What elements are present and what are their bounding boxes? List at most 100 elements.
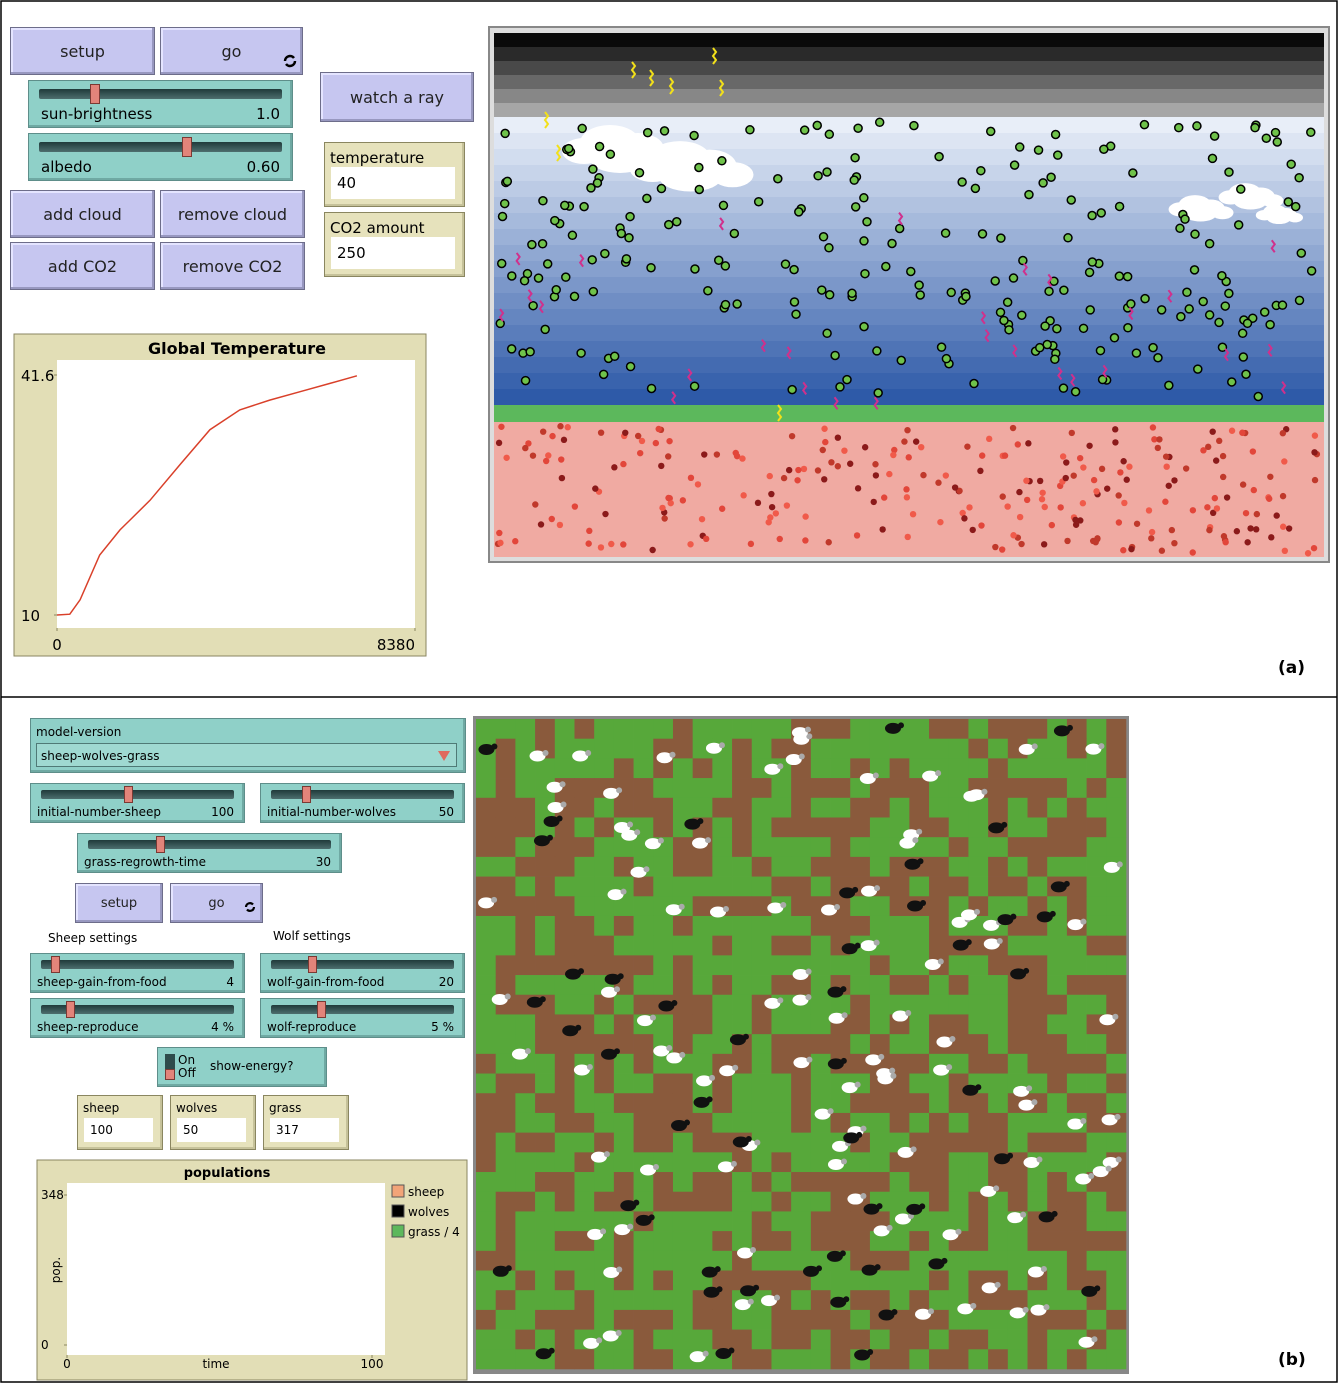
patch xyxy=(1028,837,1048,857)
sheep-head xyxy=(723,906,729,912)
patch xyxy=(1028,1192,1048,1212)
heat-dot xyxy=(855,485,861,491)
heat-dot xyxy=(964,443,970,449)
patch xyxy=(555,1349,575,1369)
slider-thumb[interactable] xyxy=(302,786,311,803)
patch xyxy=(515,837,535,857)
patch xyxy=(1087,1093,1107,1113)
patch xyxy=(1067,1152,1087,1172)
wolf-head xyxy=(1067,725,1073,731)
co2-molecule xyxy=(1080,324,1088,332)
co2-molecule xyxy=(942,355,950,363)
patch xyxy=(752,1251,772,1271)
patch xyxy=(1008,719,1028,739)
patch xyxy=(1106,739,1126,759)
co2-molecule xyxy=(823,329,831,337)
world-view xyxy=(489,27,1329,562)
patch xyxy=(929,857,949,877)
patch xyxy=(791,857,811,877)
patch xyxy=(949,758,969,778)
patch xyxy=(949,995,969,1015)
co2-molecule xyxy=(1175,124,1183,132)
ir-ray xyxy=(1129,307,1132,319)
patch xyxy=(752,1054,772,1074)
button[interactable]: watch a ray xyxy=(320,72,474,122)
button[interactable]: go xyxy=(170,883,263,923)
patch xyxy=(791,778,811,798)
slider-thumb[interactable] xyxy=(308,956,317,973)
patch xyxy=(909,1113,929,1133)
switch-knob[interactable] xyxy=(165,1069,175,1080)
button[interactable]: remove cloud xyxy=(160,190,305,238)
patch xyxy=(515,778,535,798)
co2-molecule xyxy=(622,255,630,263)
slider[interactable]: initial-number-wolves 50 xyxy=(260,783,465,823)
co2-molecule xyxy=(578,124,586,132)
co2-molecule xyxy=(882,263,890,271)
slider[interactable]: sheep-gain-from-food 4 xyxy=(30,953,245,993)
heat-dot xyxy=(781,475,787,481)
button[interactable]: add CO2 xyxy=(10,242,155,290)
patch xyxy=(535,1152,555,1172)
heat-dot xyxy=(572,503,578,509)
slider-thumb[interactable] xyxy=(156,836,165,853)
slider-thumb[interactable] xyxy=(51,956,60,973)
co2-molecule xyxy=(860,194,868,202)
slider[interactable]: wolf-reproduce 5 % xyxy=(260,998,465,1038)
patch xyxy=(949,1330,969,1350)
button[interactable]: add cloud xyxy=(10,190,155,238)
patch xyxy=(476,1133,496,1153)
slider[interactable]: albedo 0.60 xyxy=(28,133,293,181)
heat-dot xyxy=(1190,549,1196,555)
slider[interactable]: wolf-gain-from-food 20 xyxy=(260,953,465,993)
patch xyxy=(771,798,791,818)
heat-dot xyxy=(748,541,754,547)
button[interactable]: setup xyxy=(75,883,163,923)
switch[interactable]: On Off show-energy? xyxy=(157,1047,327,1087)
patch xyxy=(811,1172,831,1192)
heat-dot xyxy=(979,452,985,458)
chooser-box[interactable]: sheep-wolves-grass xyxy=(36,743,457,767)
patch xyxy=(496,1152,516,1172)
button[interactable]: setup xyxy=(10,27,155,75)
heat-dot xyxy=(802,513,808,519)
co2-molecule xyxy=(715,256,723,264)
slider-thumb[interactable] xyxy=(317,1001,326,1018)
patch xyxy=(673,857,693,877)
monitor: CO2 amount 250 xyxy=(324,212,465,277)
patch xyxy=(1028,1054,1048,1074)
patch xyxy=(1047,1054,1067,1074)
co2-molecule xyxy=(1059,384,1067,392)
patch xyxy=(496,1014,516,1034)
button[interactable]: go xyxy=(160,27,303,75)
patch xyxy=(1047,936,1067,956)
heat-dot xyxy=(719,506,725,512)
patch xyxy=(535,955,555,975)
heat-dot xyxy=(784,502,790,508)
patch xyxy=(535,916,555,936)
heat-dot xyxy=(890,452,896,458)
patch xyxy=(1047,1290,1067,1310)
slider[interactable]: grass-regrowth-time 30 xyxy=(77,833,342,873)
co2-molecule xyxy=(863,218,871,226)
patch xyxy=(515,1211,535,1231)
patch xyxy=(870,837,890,857)
slider[interactable]: sun-brightness 1.0 xyxy=(28,80,293,128)
slider-thumb[interactable] xyxy=(66,1001,75,1018)
patch xyxy=(1087,1054,1107,1074)
slider-thumb[interactable] xyxy=(90,84,100,104)
chooser[interactable]: model-version sheep-wolves-grass xyxy=(30,718,466,773)
slider[interactable]: initial-number-sheep 100 xyxy=(30,783,245,823)
co2-molecule xyxy=(501,200,509,208)
slider-thumb[interactable] xyxy=(124,786,133,803)
heat-dot xyxy=(1212,495,1218,501)
co2-molecule xyxy=(825,130,833,138)
slider-thumb[interactable] xyxy=(182,137,192,157)
patch xyxy=(752,1211,772,1231)
patch xyxy=(555,719,575,739)
patch xyxy=(673,798,693,818)
sheep-head xyxy=(587,1064,593,1070)
button[interactable]: remove CO2 xyxy=(160,242,305,290)
patch xyxy=(634,975,654,995)
slider[interactable]: sheep-reproduce 4 % xyxy=(30,998,245,1038)
